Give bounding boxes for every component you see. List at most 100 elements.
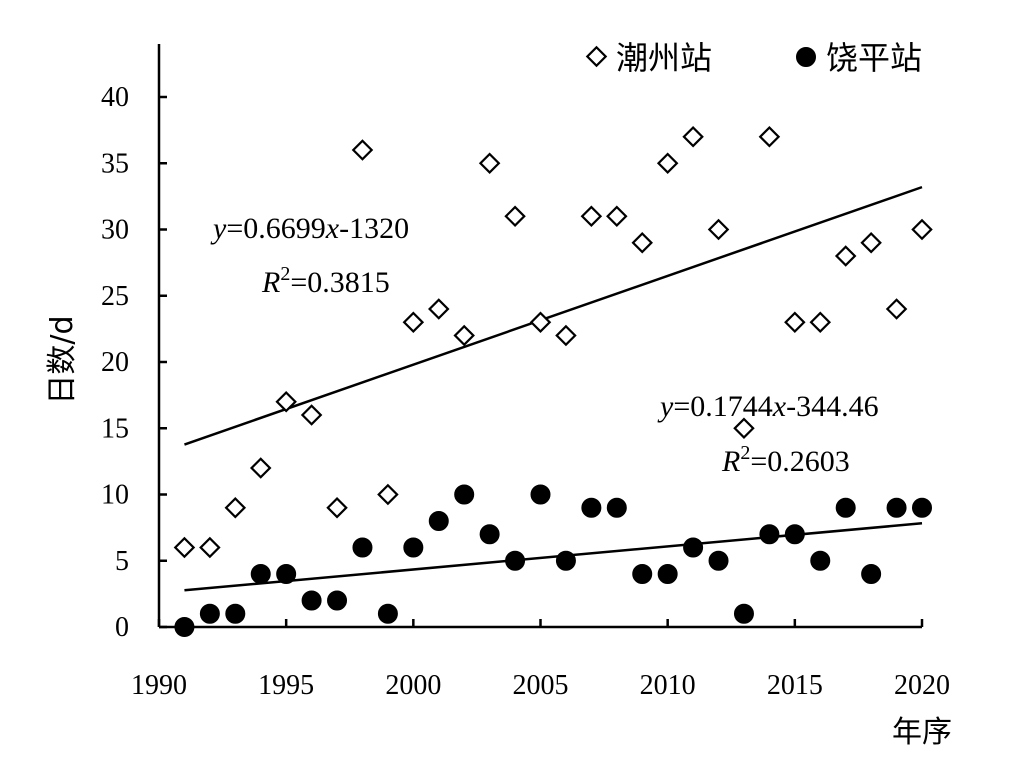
data-point [631,232,653,254]
data-point [199,536,221,559]
y-tick-label: 5 [115,546,129,577]
data-point [606,205,628,227]
data-point [733,417,755,439]
y-tick-label: 25 [101,281,129,312]
x-tick-label: 2005 [513,670,569,701]
data-point [225,603,246,624]
data-point [402,311,425,333]
data-point [707,218,730,241]
data-point [250,564,271,584]
data-point [505,550,526,571]
data-point [912,497,932,518]
eq-intercept: -344.46 [786,390,879,423]
data-point [453,324,475,347]
data-point [860,232,882,254]
trendline-chaozhou [184,185,923,446]
data-point [886,497,907,518]
x-tick-label: 2000 [385,670,441,701]
legend-marker-chaozhou [585,45,608,68]
eq-slope: =0.6699 [226,212,325,245]
data-point [377,603,398,624]
y-tick-label: 20 [101,347,129,378]
data-point [326,497,348,519]
y-tick-label: 15 [101,413,129,444]
data-point [351,139,374,161]
r2-sup: 2 [280,263,290,285]
y-axis-title: 日数/d [45,315,80,404]
data-point [301,590,322,611]
data-point [352,537,373,558]
data-point [428,511,449,531]
x-axis-title: 年序 [892,715,952,750]
data-point [327,590,348,611]
data-point [479,524,500,545]
data-point [377,483,399,506]
data-point [809,311,832,333]
y-tick-label: 10 [101,480,129,511]
data-point [580,205,603,227]
x-tick-label: 1995 [258,670,314,701]
equation-raoping: y=0.1744x-344.46 [657,390,879,423]
x-tick-label: 2015 [767,670,823,701]
series-raoping-points [174,484,932,637]
r2-value: =0.3815 [290,266,389,299]
data-point [708,550,729,571]
data-point [632,564,653,584]
eq-slope: =0.1744 [673,390,772,423]
data-point [530,484,551,505]
y-tick-label: 40 [101,82,129,113]
y-axis-ticks: 0 5 10 15 20 25 30 35 40 [101,82,167,643]
legend-marker-raoping [796,47,816,67]
data-point [810,550,831,571]
data-point [784,524,805,545]
eq-y-var: y [210,212,227,245]
data-point [683,537,704,558]
data-point [861,564,882,584]
data-point [224,497,247,519]
data-point [834,245,857,267]
y-tick-label: 0 [115,612,129,643]
data-point [758,126,781,148]
y-tick-label: 35 [101,148,129,179]
data-point [428,298,450,320]
x-axis-ticks: 1990 1995 2000 2005 2010 2015 2020 [131,619,950,701]
data-point [173,536,196,559]
legend-label-chaozhou: 潮州站 [616,39,712,77]
eq-intercept: -1320 [339,212,409,245]
x-tick-label: 2020 [894,670,950,701]
y-tick-label: 30 [101,215,129,246]
r2-sup: 2 [740,442,750,464]
series-chaozhou-points [173,126,933,559]
data-point [784,311,806,333]
r2-chaozhou: R2=0.3815 [261,263,390,299]
data-point [885,298,908,320]
r2-r: R [261,266,280,299]
x-tick-label: 1990 [131,670,187,701]
data-point [478,152,501,174]
data-point [174,617,195,637]
legend: 潮州站 饶平站 [585,39,922,77]
data-point [656,152,679,174]
data-point [454,484,475,505]
data-point [199,603,220,624]
eq-x-var: x [325,212,340,245]
data-point [581,497,602,518]
data-point [300,404,323,426]
r2-value: =0.2603 [750,445,849,478]
data-point [249,457,272,479]
eq-y-var: y [657,390,674,423]
data-point [403,537,424,558]
eq-x-var: x [772,390,787,423]
r2-raoping: R2=0.2603 [721,442,850,478]
data-point [733,603,754,624]
equation-chaozhou: y=0.6699x-1320 [210,212,409,245]
legend-label-raoping: 饶平站 [826,39,922,77]
data-point [835,497,856,518]
data-point [759,524,780,545]
data-point [682,126,704,148]
data-point [657,564,678,584]
data-point [606,497,627,518]
data-point [555,324,577,347]
data-point [275,391,297,413]
data-point [504,205,526,227]
